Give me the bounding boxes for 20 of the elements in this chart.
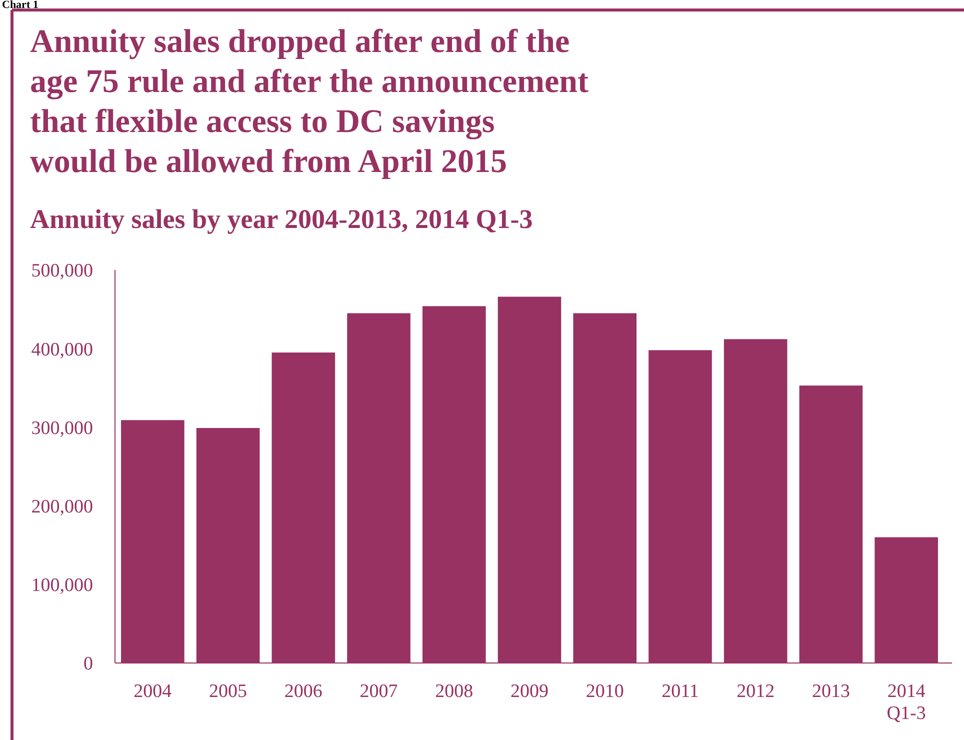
y-tick-label: 300,000 xyxy=(31,418,93,439)
x-tick-label: 2012 xyxy=(736,681,775,702)
y-tick-label: 400,000 xyxy=(31,339,93,360)
y-tick-label: 100,000 xyxy=(31,575,93,596)
x-tick-label: 2013 xyxy=(812,681,850,702)
x-tick-label: 2006 xyxy=(284,681,322,702)
x-tick-label: 2009 xyxy=(510,681,548,702)
x-tick-label: 2010 xyxy=(586,681,624,702)
y-tick-label: 0 xyxy=(84,654,93,675)
x-tick-label: 2014 Q1-3 xyxy=(886,681,926,724)
x-tick-label: 2011 xyxy=(662,681,699,702)
y-tick-label: 500,000 xyxy=(31,260,93,282)
x-tick-label: 2004 xyxy=(134,681,172,702)
chart-title: Annuity sales dropped after end of the age 75 rule and after the announcement that flexible access to DC savings would be allowed from April 2015 xyxy=(30,24,589,180)
x-tick-label: 2008 xyxy=(435,681,474,702)
y-tick-label: 200,000 xyxy=(31,496,93,518)
x-tick-label: 2005 xyxy=(209,681,248,702)
x-tick-label: 2007 xyxy=(360,681,398,702)
chart-subtitle: Annuity sales by year 2004-2013, 2014 Q1-3 xyxy=(30,204,533,234)
caption: Chart 1 xyxy=(2,0,38,11)
